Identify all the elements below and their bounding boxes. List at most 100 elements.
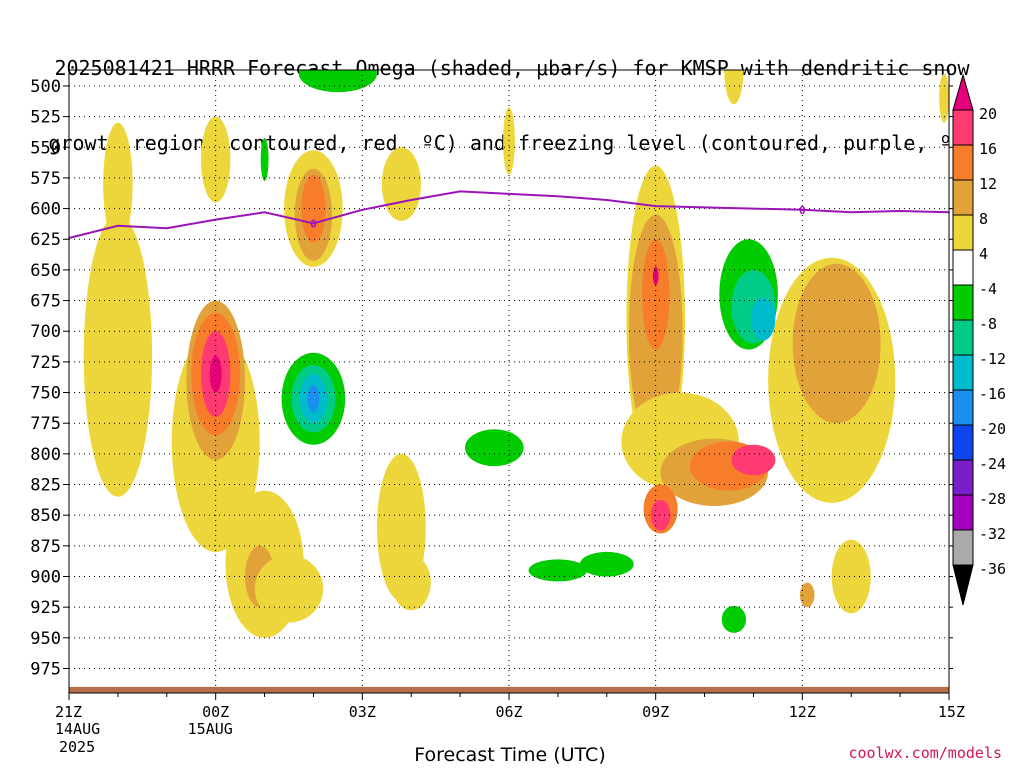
freezing-level-contour: 00 [68,190,950,239]
colorbar-label-7: -12 [979,350,1006,368]
y-tick-550: 550 [30,138,953,158]
colorbar-bottom-arrow [952,564,974,606]
y-tick-label: 725 [30,353,61,373]
omega-shading [83,70,949,638]
x-tick-label: 00Z [202,703,229,721]
y-tick-875: 875 [30,537,953,557]
y-tick-label: 850 [30,506,61,526]
y-tick-label: 575 [30,169,61,189]
y-tick-525: 525 [30,108,953,128]
x-tick-year: 2025 [59,738,95,756]
y-tick-625: 625 [30,230,953,250]
y-tick-label: 875 [30,537,61,557]
chart-title: 2025081421 HRRR Forecast Omega (shaded, … [0,6,1024,181]
colorbar-bin-0 [952,109,974,146]
omega-cell-14 [298,70,377,93]
colorbar-bin-3 [952,214,974,251]
colorbar-label-12: -32 [979,525,1006,543]
y-tick-label: 625 [30,230,61,250]
omega-cell-0 [83,214,153,497]
omega-cell-7 [201,116,231,203]
freezing-level-label-1: 0 [799,204,806,217]
omega-cell-20 [381,147,421,221]
y-tick-label: 500 [30,77,61,97]
y-tick-500: 500 [30,77,953,97]
colorbar-bin-7 [952,354,974,391]
y-tick-label: 825 [30,476,61,496]
y-tick-850: 850 [30,506,953,526]
y-tick-675: 675 [30,292,953,312]
colorbar-label-1: 16 [979,140,997,158]
colorbar-bin-1 [952,144,974,181]
omega-cell-13 [254,555,324,623]
colorbar-label-4: 4 [979,245,988,263]
omega-cell-38 [792,263,881,424]
x-tick-03Z: 03Z [349,703,376,721]
y-tick-label: 650 [30,261,61,281]
credit-text[interactable]: coolwx.com/models [848,744,1002,762]
y-tick-label: 550 [30,138,61,158]
y-tick-label: 675 [30,292,61,312]
colorbar-bin-8 [952,389,974,426]
y-tick-825: 825 [30,476,953,496]
x-tick-label: 15Z [938,703,965,721]
y-tick-800: 800 [30,445,953,465]
y-tick-label: 950 [30,629,61,649]
colorbar-bin-4 [952,249,974,286]
colorbar-bin-12 [952,529,974,566]
omega-cell-35 [650,499,671,531]
colorbar-bin-9 [952,424,974,461]
y-tick-label: 775 [30,414,61,434]
freezing-level-line [68,190,950,239]
y-tick-725: 725 [30,353,953,373]
colorbar-bin-10 [952,459,974,496]
y-tick-900: 900 [30,567,953,587]
colorbar-label-8: -16 [979,385,1006,403]
colorbar-top-arrow [952,73,974,111]
omega-cell-25 [528,559,588,582]
y-tick-label: 700 [30,322,61,342]
x-tick-15Z: 15Z [938,703,965,721]
colorbar-label-13: -36 [979,560,1006,578]
y-tick-label: 900 [30,567,61,587]
omega-cell-45 [579,551,634,577]
title-line-1: 2025081421 HRRR Forecast Omega (shaded, … [54,56,970,80]
omega-cell-24 [465,429,524,467]
colorbar-label-3: 8 [979,210,988,228]
x-tick-09Z: 09Z [642,703,669,721]
y-tick-label: 975 [30,659,61,679]
y-tick-label: 925 [30,598,61,618]
x-tick-sublabel: 15AUG [188,720,233,738]
ground-rect [69,686,949,693]
y-tick-975: 975 [30,659,953,679]
omega-cell-36 [724,70,744,105]
ground-bar [69,686,949,693]
grid-lines [69,70,949,693]
omega-cell-22 [391,555,431,611]
freezing-level-label-0: 0 [310,217,317,230]
omega-cell-44 [721,605,747,633]
y-tick-label: 800 [30,445,61,465]
omega-cell-28 [642,239,670,350]
colorbar: 20 16 12 8 4 -4 -8 -12 -16 -20 -24 -28 -32 -36 [952,73,1006,606]
y-tick-775: 775 [30,414,953,434]
colorbar-label-10: -24 [979,455,1006,473]
x-tick-label: 21Z [55,703,82,721]
colorbar-bin-11 [952,494,974,531]
colorbar-label-11: -28 [979,490,1006,508]
omega-cell-23 [503,107,515,175]
omega-cell-40 [799,582,815,608]
y-tick-label: 600 [30,200,61,220]
omega-cell-1 [103,122,133,246]
colorbar-label-6: -8 [979,315,997,333]
y-tick-575: 575 [30,169,953,189]
omega-cell-19 [260,138,269,181]
colorbar-label-0: 20 [979,105,997,123]
x-axis-label: Forecast Time (UTC) [414,744,606,766]
x-tick-12Z: 12Z [789,703,816,721]
y-tick-750: 750 [30,384,953,404]
x-tick-label: 12Z [789,703,816,721]
colorbar-bin-6 [952,319,974,356]
y-tick-700: 700 [30,322,953,342]
